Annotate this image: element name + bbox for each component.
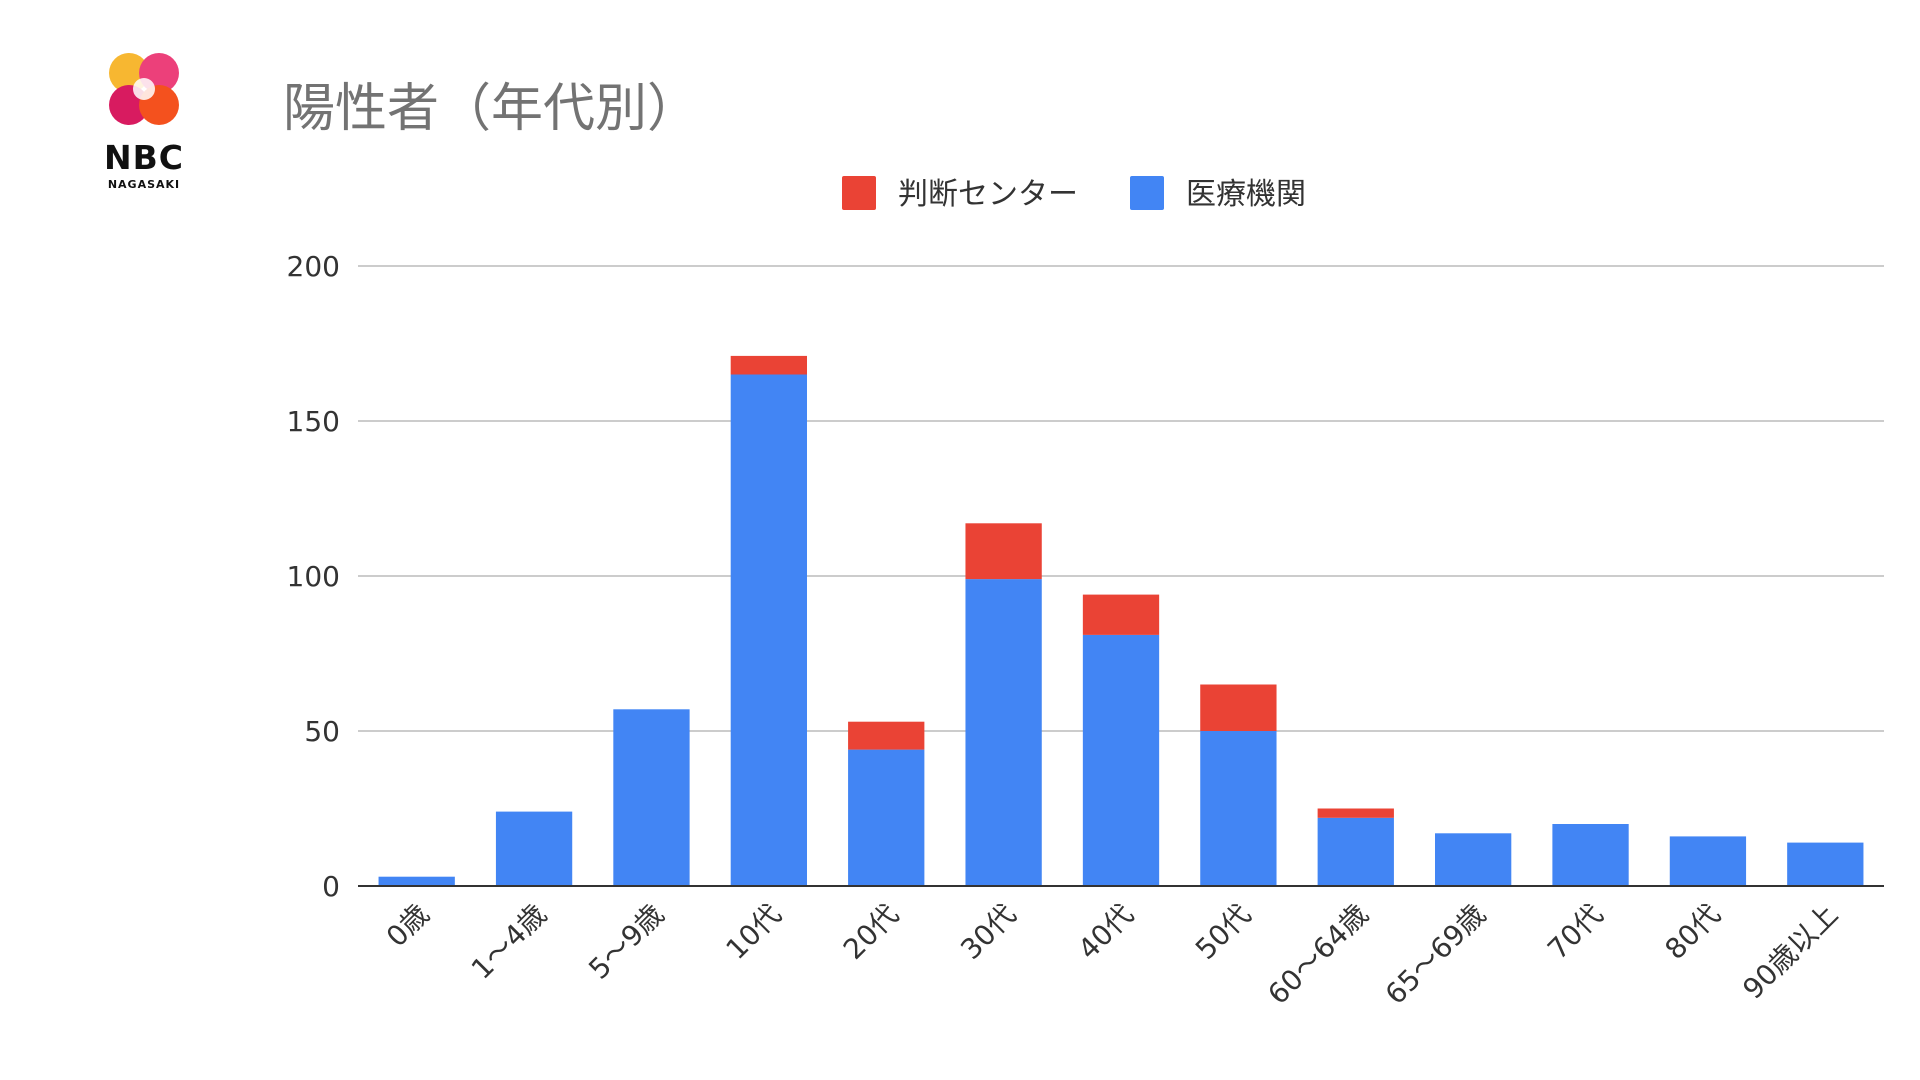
y-tick-label: 100 [287,560,340,593]
x-tick-label: 40代 [1072,898,1140,966]
y-tick-label: 150 [287,405,340,438]
bar-segment [378,876,455,886]
bar-segment [730,355,807,375]
y-tick-label: 0 [322,870,340,903]
bar-segment [1435,833,1512,886]
bar-segment [495,811,573,886]
x-tick-label: 1〜4歳 [465,898,553,986]
bar-segment [848,749,925,886]
x-tick-label: 20代 [837,898,905,966]
legend-label: 医療機関 [1186,177,1306,212]
x-tick-label: 80代 [1659,898,1727,966]
x-tick-label: 65〜69歳 [1379,898,1492,1011]
legend-swatch [842,176,876,210]
logo-subtitle: NAGASAKI [107,178,181,191]
bar-segment [1317,817,1394,886]
nbc-nagasaki-logo: NBC NAGASAKI [96,48,192,208]
legend-swatch [1130,176,1164,210]
y-tick-label: 200 [287,250,340,283]
bar-segment [1200,684,1277,731]
x-tick-label: 90歳以上 [1736,898,1844,1006]
x-tick-label: 10代 [719,898,787,966]
bar-segment [1669,836,1747,886]
logo-name: NBC [104,138,184,177]
x-tick-label: 5〜9歳 [582,898,670,986]
x-tick-label: 30代 [954,898,1022,966]
x-axis: 0歳 1〜4歳 5〜9歳 10代 20代 30代 40代 50代 60〜64歳 65〜69歳 70代… [358,885,1884,1011]
bar-segment [1200,731,1277,886]
logo-mark-icon [109,53,179,125]
x-tick-label: 50代 [1189,898,1257,966]
x-tick-label: 70代 [1541,898,1609,966]
bar-segment [965,579,1042,886]
bar-segment [1082,594,1160,635]
bar-segment [1317,808,1394,818]
bar-segment [1552,824,1629,886]
bar-segment [730,374,807,886]
chart-title: 陽性者（年代別） [283,79,700,139]
bar-segment [1787,842,1864,886]
bar-segment [848,721,925,750]
chart-legend: 判断センター 医療機関 [842,176,1306,212]
legend-label: 判断センター [898,177,1078,212]
bar-segment [1082,634,1160,886]
bars [378,355,1864,886]
bar-segment [965,523,1042,580]
y-tick-label: 50 [304,715,340,748]
y-axis: 0 50 100 150 200 [287,250,340,903]
x-tick-label: 0歳 [380,898,436,954]
x-tick-label: 60〜64歳 [1261,898,1374,1011]
bar-segment [613,709,690,886]
